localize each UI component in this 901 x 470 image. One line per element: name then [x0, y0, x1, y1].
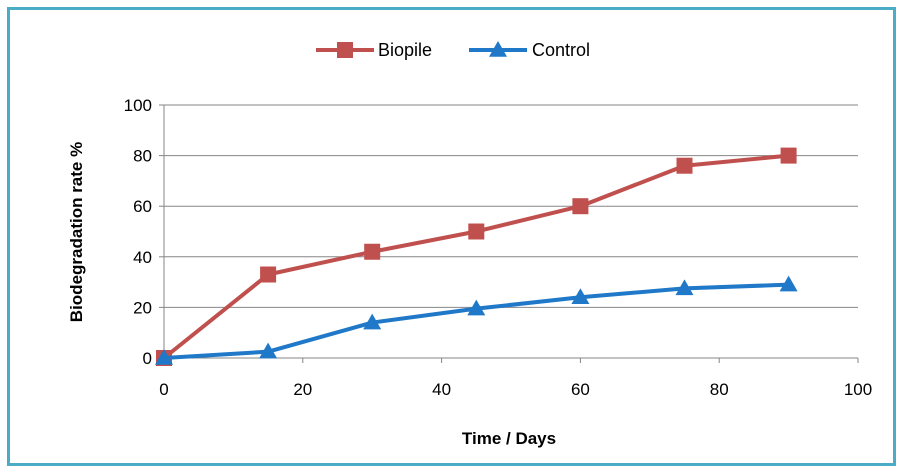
y-tick-labels: 0 20 40 60 80 100	[124, 96, 152, 368]
series-layer	[155, 147, 798, 366]
point-control-15	[259, 342, 278, 359]
y-tick-label-100: 100	[124, 96, 152, 115]
y-tick-label-0: 0	[143, 349, 152, 368]
point-control-45	[467, 299, 486, 316]
point-control-30	[363, 313, 382, 330]
x-axis-title: Time / Days	[462, 429, 556, 448]
legend-marker-control	[489, 41, 507, 57]
point-control-60	[571, 288, 590, 305]
legend-marker-biopile	[337, 42, 353, 58]
y-tick-label-40: 40	[133, 248, 152, 267]
series-line-control	[163, 282, 789, 360]
y-tick-label-20: 20	[133, 298, 152, 317]
point-control-75	[675, 279, 694, 296]
x-tick-label-40: 40	[432, 380, 451, 399]
point-control-90	[779, 275, 798, 292]
point-biopile-60	[572, 198, 589, 215]
x-tick-label-80: 80	[710, 380, 729, 399]
x-tick-label-20: 20	[293, 380, 312, 399]
x-tick-label-100: 100	[844, 380, 872, 399]
x-tick-label-60: 60	[571, 380, 590, 399]
x-tick-labels: 0 20 40 60 80 100	[159, 380, 872, 399]
x-tick-label-0: 0	[159, 380, 168, 399]
axes	[159, 104, 859, 363]
point-biopile-30	[364, 243, 381, 260]
point-biopile-15	[260, 266, 277, 283]
y-tick-label-80: 80	[133, 147, 152, 166]
legend-label-control: Control	[532, 40, 590, 60]
y-tick-label-60: 60	[133, 197, 152, 216]
y-axis-title: Biodegradation rate %	[67, 142, 86, 322]
point-biopile-75	[676, 157, 693, 174]
gridlines	[164, 104, 858, 308]
legend-label-biopile: Biopile	[378, 40, 432, 60]
point-control-0	[155, 349, 173, 365]
series-control	[155, 275, 798, 365]
point-biopile-90	[780, 147, 797, 164]
legend: Biopile Control	[316, 40, 590, 60]
point-biopile-45	[468, 223, 485, 240]
